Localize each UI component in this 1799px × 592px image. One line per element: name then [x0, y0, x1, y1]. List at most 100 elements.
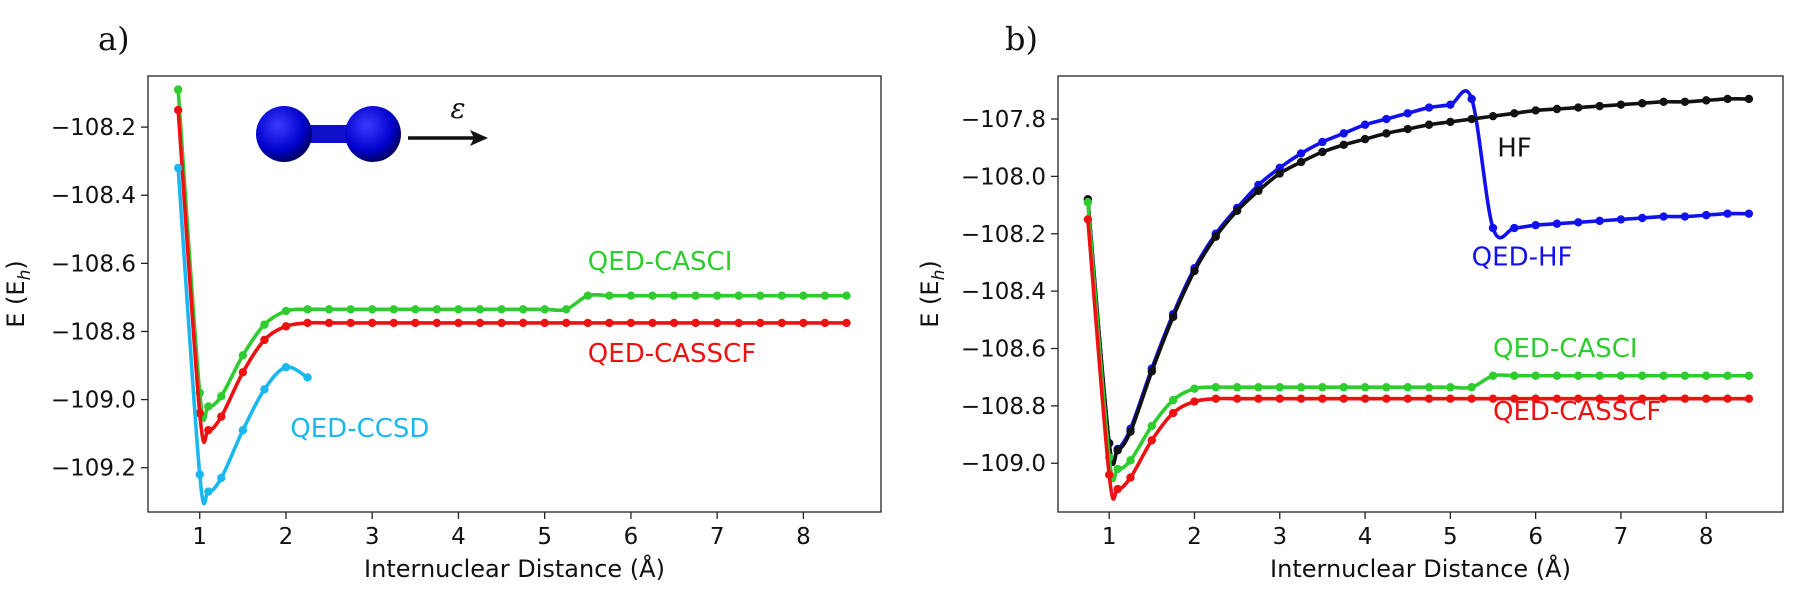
data-point-qed-casci [1113, 464, 1122, 474]
y-axis-label-close: ) [916, 260, 944, 269]
data-point-qed-casscf [204, 426, 213, 435]
data-point-qed-casscf [1126, 473, 1135, 482]
y-axis-label-sub: h [929, 270, 949, 281]
data-point-hf [1680, 97, 1690, 107]
data-point-qed-casscf [1744, 394, 1754, 403]
series-label-qed-ccsd: QED-CCSD [290, 414, 429, 444]
data-point-qed-hf [1382, 114, 1391, 124]
data-point-qed-casscf [799, 318, 808, 328]
data-point-qed-casscf [432, 318, 442, 328]
data-point-qed-casci [1744, 371, 1754, 380]
data-point-qed-casci [1083, 198, 1093, 207]
panel-label: a) [98, 20, 130, 58]
data-point-qed-casci [1126, 456, 1135, 465]
x-tick-label: 6 [624, 524, 639, 550]
data-point-hf [1446, 117, 1455, 127]
data-point-hf [1339, 140, 1348, 150]
y-tick-label: −108.2 [51, 115, 136, 141]
y-tick-label: −108.6 [51, 251, 136, 277]
series-hf [1083, 94, 1754, 466]
data-point-qed-casscf [820, 318, 830, 328]
data-point-qed-casci [1403, 383, 1412, 392]
data-point-qed-casci [1424, 383, 1434, 392]
data-point-hf [1211, 232, 1220, 241]
data-point-qed-ccsd [173, 163, 183, 173]
data-point-qed-casci [1275, 383, 1284, 392]
data-point-qed-casscf [173, 105, 183, 115]
data-point-qed-casscf [1403, 394, 1412, 403]
data-point-qed-ccsd [260, 385, 269, 394]
data-point-hf [1168, 312, 1178, 322]
data-point-qed-casscf [454, 318, 463, 328]
series-label-qed-hf: QED-HF [1472, 242, 1573, 272]
data-point-hf [1616, 100, 1626, 109]
series-label-qed-casci: QED-CASCI [1493, 334, 1638, 364]
data-point-qed-casci [626, 291, 636, 300]
data-point-qed-hf [1467, 94, 1476, 104]
x-tick-label: 6 [1528, 524, 1543, 550]
y-axis-label: E (Eh) [2, 260, 35, 327]
data-point-hf [1552, 104, 1562, 114]
data-point-qed-casscf [1552, 394, 1562, 403]
x-tick-label: 4 [1358, 524, 1373, 550]
data-point-qed-hf [1403, 109, 1412, 118]
data-point-qed-casscf [691, 318, 700, 328]
data-point-qed-casscf [1318, 394, 1327, 403]
x-tick-label: 7 [1614, 524, 1629, 550]
data-point-qed-casci [1211, 383, 1220, 392]
data-point-qed-casci [1659, 371, 1668, 380]
data-point-qed-casci [1446, 383, 1455, 392]
data-point-qed-ccsd [204, 487, 213, 496]
y-axis-label: E (Eh) [916, 260, 949, 327]
data-point-hf [1232, 206, 1242, 216]
data-point-qed-hf [1702, 210, 1711, 220]
data-point-qed-casscf [842, 318, 851, 328]
data-point-qed-casscf [1531, 394, 1540, 403]
data-point-qed-casscf [389, 318, 398, 328]
series-line-qed-casscf [176, 108, 849, 444]
data-point-qed-casscf [1190, 397, 1199, 406]
data-point-qed-casci [1339, 383, 1348, 392]
data-point-hf [1318, 147, 1327, 157]
y-tick-label: −108.4 [961, 279, 1046, 305]
data-point-qed-casci [303, 305, 312, 314]
data-point-hf [1595, 101, 1604, 111]
series-qed-casci [1083, 198, 1754, 483]
data-point-qed-casscf [1083, 215, 1093, 224]
data-point-qed-casci [712, 291, 722, 300]
data-point-qed-casscf [562, 318, 571, 328]
y-tick-label: −108.8 [51, 319, 136, 345]
data-point-qed-casci [432, 305, 442, 314]
data-point-qed-casci [475, 305, 485, 314]
x-axis-label: Internuclear Distance (Å) [1270, 554, 1571, 583]
data-point-qed-hf [1296, 149, 1306, 158]
data-point-qed-casci [238, 351, 248, 360]
data-point-qed-casscf [1659, 394, 1668, 403]
data-point-hf [1531, 106, 1540, 115]
series-qed-ccsd [173, 163, 312, 506]
y-axis-label-main: E (E [916, 280, 944, 327]
data-point-hf [1113, 446, 1122, 455]
data-point-qed-casscf [1638, 394, 1647, 403]
x-tick-label: 1 [1102, 524, 1117, 550]
data-point-qed-casci [820, 291, 830, 300]
data-point-qed-casscf [605, 318, 614, 328]
data-point-hf [1488, 111, 1498, 121]
data-point-qed-casscf [1510, 394, 1519, 403]
data-point-hf [1275, 169, 1284, 178]
plot-frame [147, 75, 882, 513]
data-point-qed-hf [1424, 103, 1434, 112]
data-point-qed-casci [173, 85, 183, 94]
data-point-qed-casci [217, 391, 226, 401]
data-point-hf [1147, 367, 1157, 376]
data-point-qed-ccsd [195, 470, 204, 479]
data-point-qed-casscf [583, 318, 592, 328]
data-point-hf [1126, 427, 1135, 436]
data-point-qed-casci [1168, 395, 1178, 405]
data-point-qed-casci [1467, 383, 1476, 392]
data-point-qed-casci [540, 305, 549, 314]
data-point-qed-ccsd [281, 363, 291, 372]
data-point-qed-casci [605, 291, 614, 300]
series-qed-casci [173, 85, 851, 423]
